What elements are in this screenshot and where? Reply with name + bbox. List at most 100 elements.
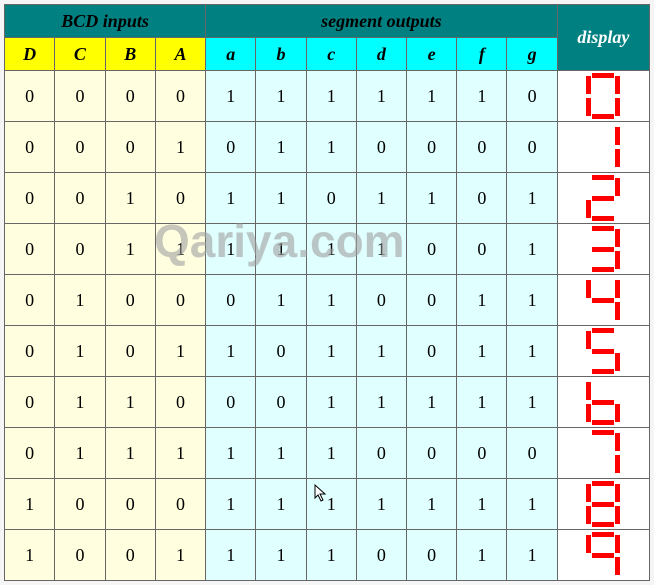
display-cell [557, 377, 649, 428]
seg-cell: 0 [407, 428, 457, 479]
bcd-cell: 1 [155, 122, 205, 173]
bcd-cell: 0 [55, 530, 105, 581]
seg-cell: 1 [507, 275, 557, 326]
seg-cell: 1 [306, 71, 356, 122]
seg-cell: 1 [407, 479, 457, 530]
display-header: display [557, 5, 649, 71]
bcd-cell: 0 [5, 428, 55, 479]
seven-segment-icon [586, 175, 620, 221]
bcd-col-header: A [155, 38, 205, 71]
display-cell [557, 275, 649, 326]
bcd-cell: 0 [155, 173, 205, 224]
seg-cell: 0 [206, 275, 256, 326]
seg-cell: 1 [256, 275, 306, 326]
bcd-cell: 0 [105, 326, 155, 377]
bcd-segment-table: BCD inputs segment outputs display DCBAa… [4, 4, 650, 581]
seg-cell: 1 [306, 530, 356, 581]
bcd-cell: 1 [105, 224, 155, 275]
seg-cell: 0 [507, 428, 557, 479]
seven-segment-icon [586, 481, 620, 527]
seg-col-header: c [306, 38, 356, 71]
truth-table-container: BCD inputs segment outputs display DCBAa… [4, 4, 650, 581]
bcd-col-header: D [5, 38, 55, 71]
seg-cell: 1 [256, 71, 306, 122]
seg-cell: 0 [457, 122, 507, 173]
display-cell [557, 224, 649, 275]
table-row: 01111110000 [5, 428, 650, 479]
bcd-cell: 1 [5, 479, 55, 530]
bcd-cell: 0 [155, 479, 205, 530]
seg-cell: 1 [457, 71, 507, 122]
bcd-cell: 0 [55, 173, 105, 224]
bcd-cell: 0 [5, 122, 55, 173]
seg-cell: 0 [356, 428, 406, 479]
seg-cell: 1 [457, 530, 507, 581]
bcd-cell: 1 [155, 530, 205, 581]
seg-cell: 1 [206, 326, 256, 377]
display-cell [557, 173, 649, 224]
seg-cell: 0 [356, 530, 406, 581]
seg-cell: 0 [457, 224, 507, 275]
seg-col-header: g [507, 38, 557, 71]
seg-cell: 1 [256, 122, 306, 173]
seg-col-header: b [256, 38, 306, 71]
seg-cell: 1 [507, 530, 557, 581]
seven-segment-icon [586, 328, 620, 374]
table-row: 10011110011 [5, 530, 650, 581]
seg-cell: 1 [356, 479, 406, 530]
seg-col-header: f [457, 38, 507, 71]
bcd-cell: 1 [155, 428, 205, 479]
seg-cell: 1 [507, 224, 557, 275]
bcd-cell: 1 [55, 275, 105, 326]
seg-cell: 1 [407, 173, 457, 224]
display-cell [557, 530, 649, 581]
seg-cell: 1 [356, 224, 406, 275]
bcd-cell: 1 [55, 428, 105, 479]
bcd-cell: 0 [5, 326, 55, 377]
bcd-cell: 1 [55, 326, 105, 377]
display-cell [557, 122, 649, 173]
seg-col-header: e [407, 38, 457, 71]
table-row: 00010110000 [5, 122, 650, 173]
seg-cell: 1 [457, 377, 507, 428]
bcd-cell: 1 [55, 377, 105, 428]
seg-cell: 1 [256, 224, 306, 275]
seven-segment-icon [586, 124, 620, 170]
seven-segment-icon [586, 430, 620, 476]
seg-cell: 1 [206, 530, 256, 581]
seg-cell: 1 [306, 428, 356, 479]
seg-cell: 0 [407, 275, 457, 326]
seg-cell: 1 [457, 326, 507, 377]
bcd-cell: 0 [105, 71, 155, 122]
seg-cell: 1 [356, 326, 406, 377]
table-row: 01011011011 [5, 326, 650, 377]
seg-cell: 1 [407, 377, 457, 428]
bcd-cell: 0 [105, 122, 155, 173]
header-col-row: DCBAabcdefg [5, 38, 650, 71]
seg-cell: 0 [407, 530, 457, 581]
bcd-cell: 0 [5, 377, 55, 428]
table-row: 10001111111 [5, 479, 650, 530]
bcd-cell: 0 [5, 173, 55, 224]
header-group-row: BCD inputs segment outputs display [5, 5, 650, 38]
seg-cell: 0 [457, 173, 507, 224]
seg-cell: 0 [507, 71, 557, 122]
bcd-cell: 0 [55, 479, 105, 530]
bcd-cell: 0 [55, 224, 105, 275]
seg-cell: 1 [206, 479, 256, 530]
bcd-col-header: B [105, 38, 155, 71]
table-row: 00101101101 [5, 173, 650, 224]
bcd-cell: 0 [155, 377, 205, 428]
bcd-cell: 1 [105, 173, 155, 224]
seg-group-header: segment outputs [206, 5, 558, 38]
bcd-cell: 0 [5, 71, 55, 122]
seven-segment-icon [586, 277, 620, 323]
seg-cell: 1 [256, 479, 306, 530]
seg-cell: 1 [356, 71, 406, 122]
seg-cell: 1 [457, 275, 507, 326]
seg-cell: 0 [256, 377, 306, 428]
seg-cell: 1 [206, 224, 256, 275]
seg-cell: 1 [206, 173, 256, 224]
bcd-cell: 1 [5, 530, 55, 581]
bcd-cell: 0 [105, 530, 155, 581]
